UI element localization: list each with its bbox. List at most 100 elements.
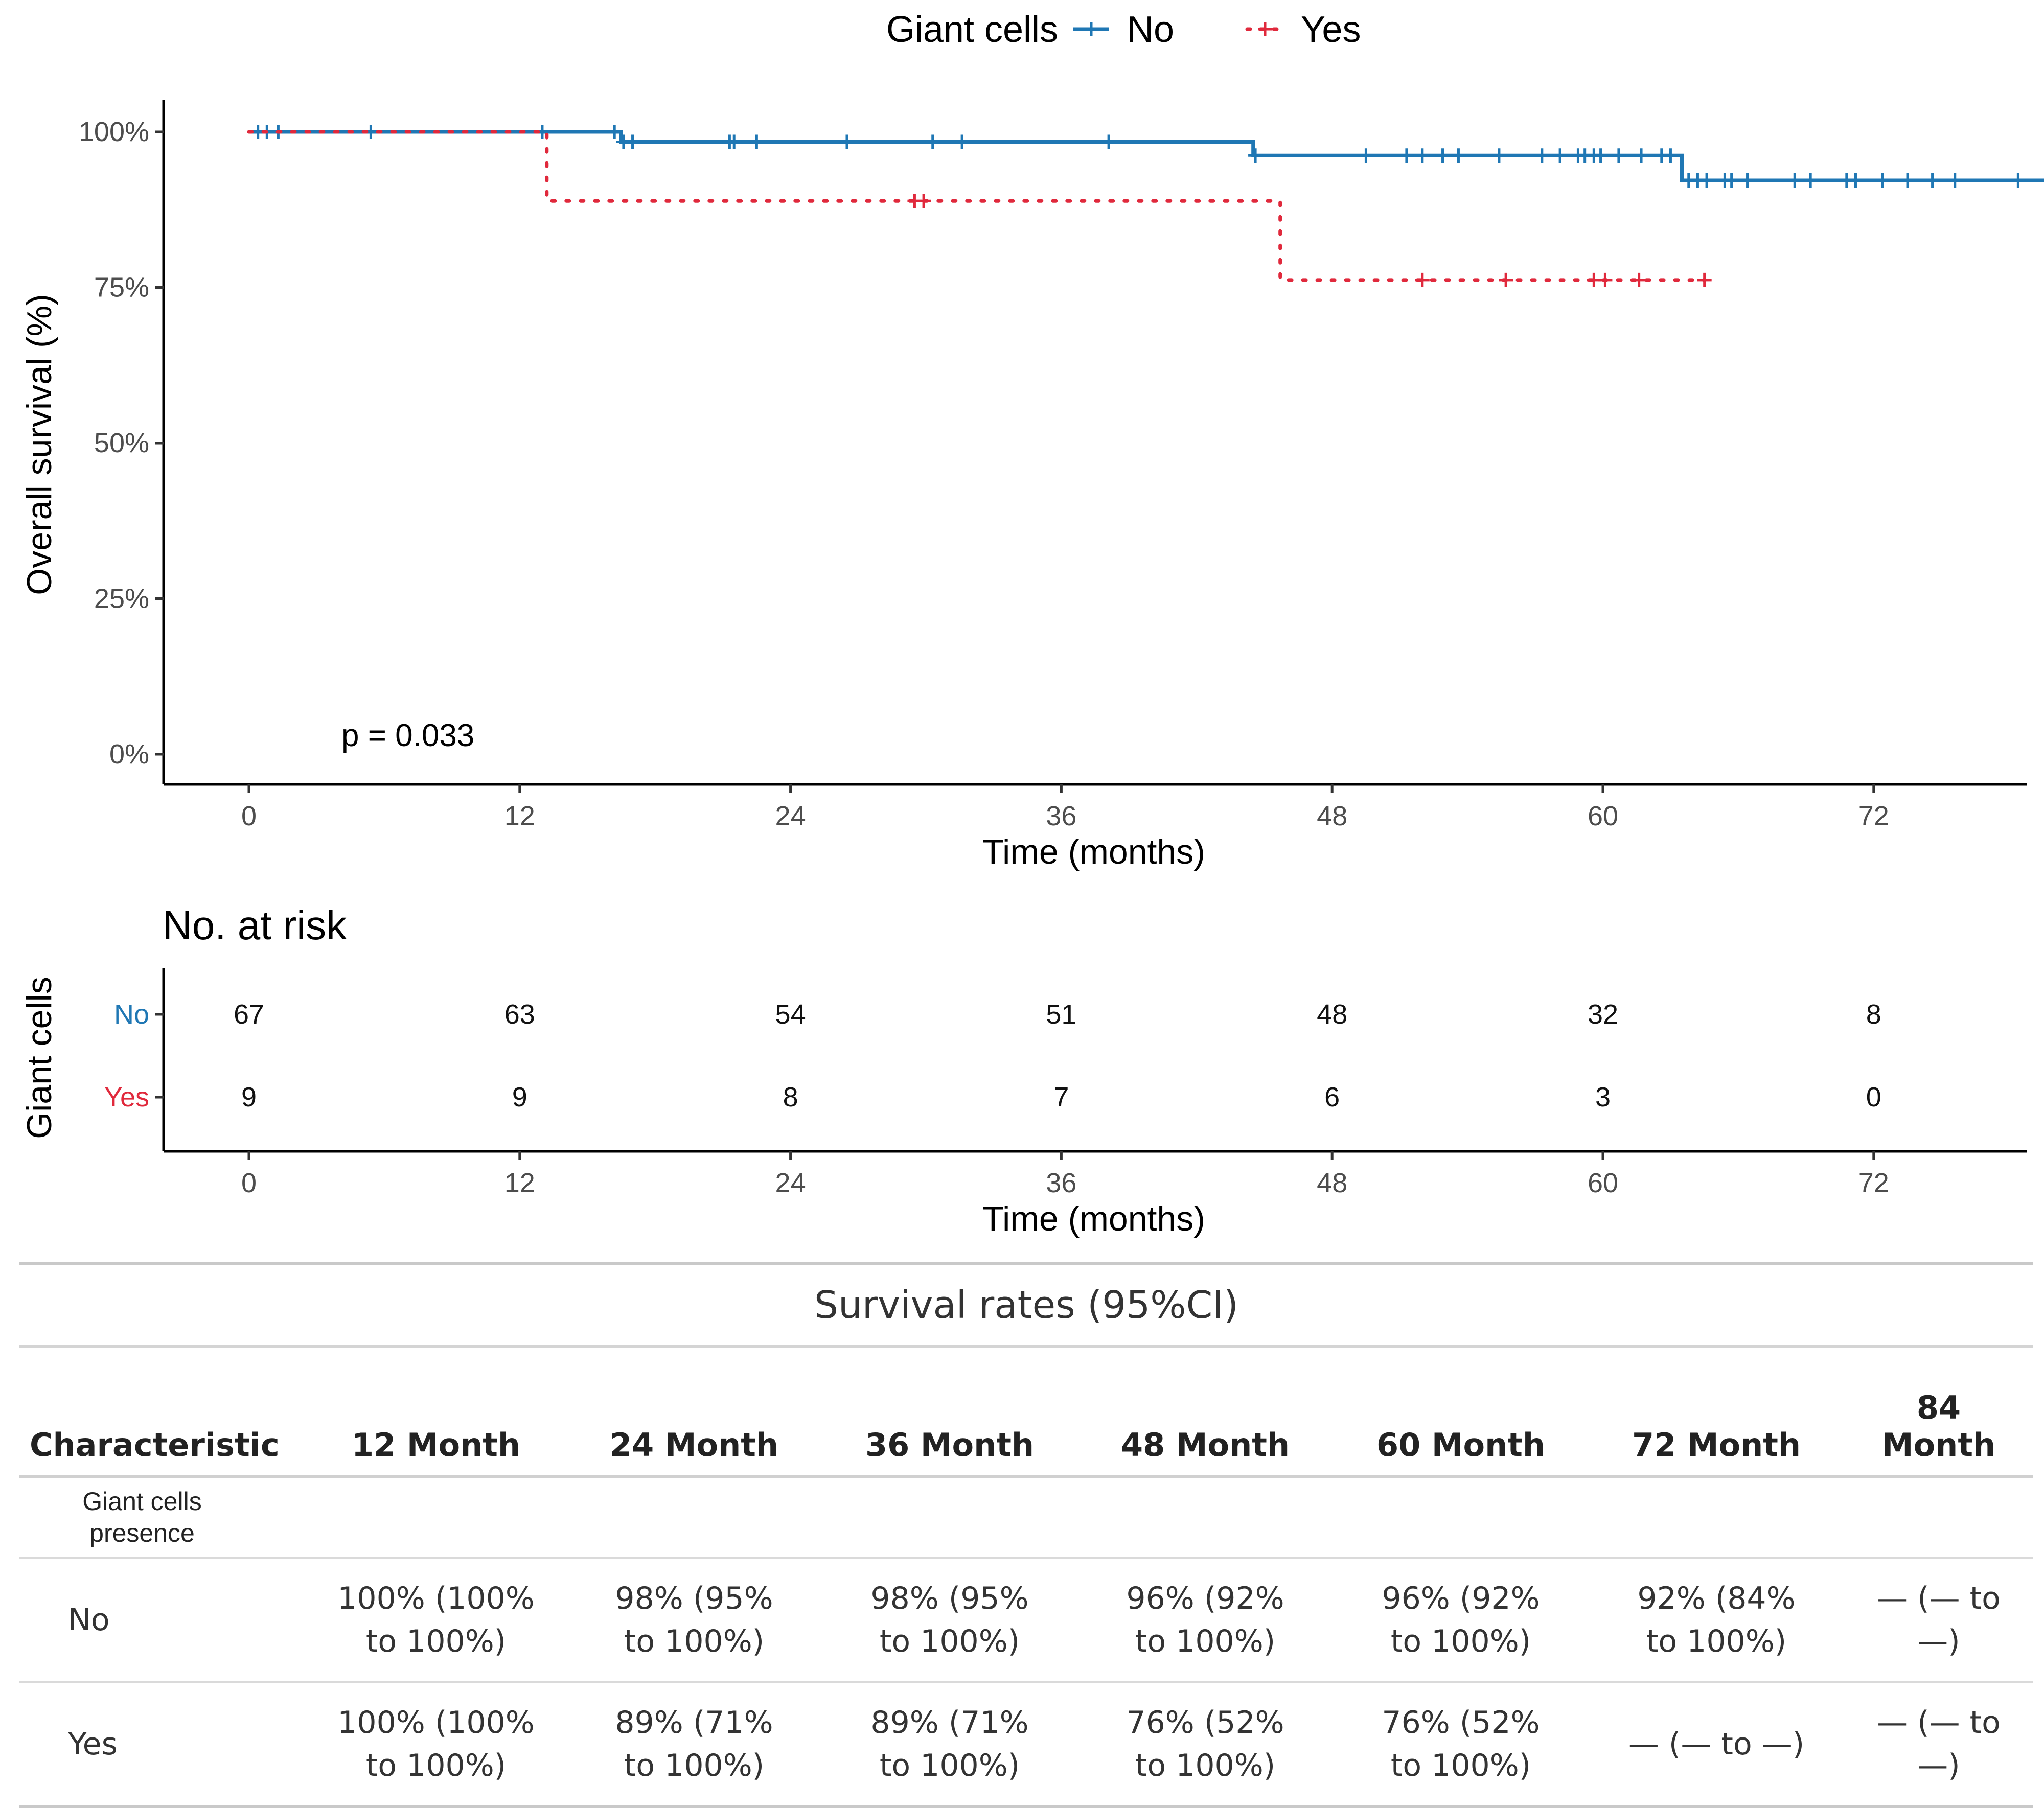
- table-group-row: Giant cells presence: [19, 1476, 2033, 1559]
- table-cell: 92% (84% to 100%): [1589, 1558, 1844, 1683]
- risk-count: 6: [1324, 1082, 1340, 1112]
- risk-table: No. at risk Giant cells 012243648607284N…: [20, 902, 2027, 1238]
- legend: Giant cells No Yes: [886, 9, 1361, 50]
- survival-rates-table: Survival rates (95%CI) Characteristic 12…: [19, 1262, 2033, 1808]
- column-header: 60 Month: [1333, 1348, 1589, 1478]
- censor-mark: [1925, 173, 1940, 188]
- column-header: 84 Month: [1844, 1348, 2033, 1478]
- censor-mark: [607, 125, 622, 139]
- risk-count: 48: [1317, 999, 1347, 1030]
- censor-mark: [625, 134, 640, 149]
- censor-mark: [1593, 148, 1608, 163]
- censor-mark: [1697, 272, 1712, 287]
- risk-count: 54: [775, 999, 806, 1030]
- risk-count: 3: [1595, 1082, 1611, 1112]
- risk-count: 63: [504, 999, 535, 1030]
- censor-mark: [1534, 148, 1549, 163]
- km-plot: 0%25%50%75%100%012243648607284 Overall s…: [20, 100, 2044, 871]
- x-tick-label: 72: [1858, 801, 1889, 831]
- censor-mark: [1451, 148, 1466, 163]
- censor-mark: [1611, 148, 1626, 163]
- censor-mark: [1724, 173, 1739, 188]
- risk-count: 9: [512, 1082, 527, 1112]
- y-tick-label: 0%: [109, 739, 149, 770]
- censor-mark: [1399, 148, 1414, 163]
- risk-x-tick-label: 48: [1317, 1168, 1347, 1198]
- risk-x-tick-label: 12: [504, 1168, 535, 1198]
- censor-mark: [1248, 148, 1263, 163]
- row-label: Yes: [19, 1682, 306, 1808]
- legend-item-yes: Yes: [1245, 9, 1361, 50]
- censor-mark: [1803, 173, 1818, 188]
- risk-x-tick-label: 36: [1046, 1168, 1076, 1198]
- group-label: Giant cells presence: [19, 1476, 306, 1559]
- column-header: 72 Month: [1589, 1348, 1844, 1478]
- column-header: 36 Month: [822, 1348, 1077, 1478]
- survival-rates-title: Survival rates (95%CI): [19, 1262, 2033, 1348]
- risk-table-title: No. at risk: [163, 902, 347, 948]
- legend-censor-mark: [1084, 22, 1098, 36]
- censor-mark: [839, 134, 854, 149]
- risk-count: 9: [241, 1082, 257, 1112]
- censor-mark: [1598, 272, 1613, 287]
- censor-mark: [1699, 173, 1714, 188]
- censor-mark: [1435, 148, 1450, 163]
- risk-count: 8: [783, 1082, 798, 1112]
- table-cell: 76% (52% to 100%): [1077, 1682, 1333, 1808]
- censor-mark: [1553, 148, 1568, 163]
- table-cell: 98% (95% to 100%): [822, 1558, 1077, 1683]
- table-cell: 96% (92% to 100%): [1333, 1558, 1589, 1683]
- risk-row-label: No: [114, 999, 149, 1030]
- row-label: No: [19, 1558, 306, 1683]
- p-value-annotation: p = 0.033: [341, 718, 474, 753]
- censor-mark: [1101, 134, 1116, 149]
- censor-mark: [1787, 173, 1802, 188]
- table-row: Yes 100% (100% to 100%) 89% (71% to 100%…: [19, 1682, 2033, 1808]
- censor-mark: [1848, 173, 1863, 188]
- risk-count: 67: [234, 999, 264, 1030]
- censor-mark: [1740, 173, 1755, 188]
- censor-mark: [1632, 272, 1646, 287]
- legend-item-no: No: [1073, 9, 1174, 50]
- x-axis-label: Time (months): [982, 832, 1205, 871]
- risk-table-ylabel: Giant cells: [20, 977, 59, 1139]
- censor-mark: [1900, 173, 1915, 188]
- risk-count: 32: [1588, 999, 1618, 1030]
- censor-mark: [1875, 173, 1890, 188]
- legend-censor-mark: [1258, 22, 1272, 36]
- rates-table: Characteristic 12 Month 24 Month 36 Mont…: [19, 1348, 2033, 1808]
- censor-mark: [1415, 272, 1430, 287]
- table-cell: 89% (71% to 100%): [822, 1682, 1077, 1808]
- censor-mark: [1415, 148, 1430, 163]
- series-line-no: [249, 130, 2044, 182]
- table-header-row: Characteristic 12 Month 24 Month 36 Mont…: [19, 1348, 2033, 1478]
- column-header: Characteristic: [19, 1348, 306, 1478]
- legend-title: Giant cells: [886, 9, 1058, 50]
- risk-x-tick-label: 60: [1588, 1168, 1618, 1198]
- censor-mark: [1359, 148, 1373, 163]
- y-tick-label: 75%: [94, 272, 149, 303]
- risk-x-tick-label: 24: [775, 1168, 806, 1198]
- censor-mark: [925, 134, 940, 149]
- table-cell: 100% (100% to 100%): [306, 1682, 566, 1808]
- table-row: No 100% (100% to 100%) 98% (95% to 100%)…: [19, 1558, 2033, 1683]
- censor-mark: [749, 134, 764, 149]
- column-header: 24 Month: [566, 1348, 822, 1478]
- y-tick-label: 100%: [79, 117, 149, 147]
- table-cell: 89% (71% to 100%): [566, 1682, 822, 1808]
- risk-row-label: Yes: [104, 1082, 149, 1112]
- series-yes: [247, 130, 1712, 287]
- censor-mark: [727, 134, 742, 149]
- table-cell: — (— to —): [1844, 1558, 2033, 1683]
- legend-label: Yes: [1301, 9, 1361, 50]
- risk-count: 51: [1046, 999, 1076, 1030]
- column-header: 12 Month: [306, 1348, 566, 1478]
- x-tick-label: 0: [241, 801, 257, 831]
- x-tick-label: 12: [504, 801, 535, 831]
- table-cell: 100% (100% to 100%): [306, 1558, 566, 1683]
- censor-mark: [955, 134, 970, 149]
- survival-figure: Giant cells No Yes 0%25%50%75%100%0 12 24 36…: [20, 9, 2044, 1238]
- risk-table-xlabel: Time (months): [982, 1199, 1205, 1238]
- risk-count: 7: [1053, 1082, 1069, 1112]
- series-no: [249, 125, 2044, 188]
